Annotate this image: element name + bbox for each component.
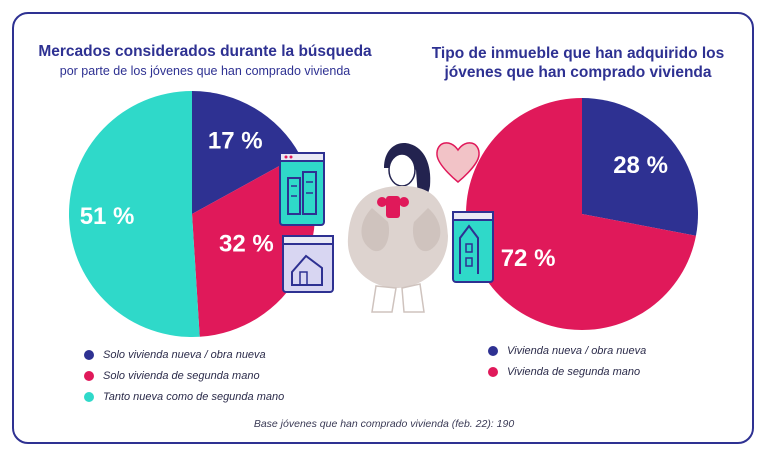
left-legend-swatch — [84, 349, 94, 360]
right-chart-title-line-2: jóvenes que han comprado vivienda — [444, 64, 712, 81]
left-legend-label: Solo vivienda nueva / obra nueva — [103, 348, 266, 361]
left-legend-item: Solo vivienda de segunda mano — [84, 365, 284, 386]
left-legend-swatch — [84, 370, 94, 381]
right-legend-label: Vivienda nueva / obra nueva — [507, 344, 647, 357]
right-pie-slice-label-0: 28 % — [613, 152, 668, 179]
right-legend-item: Vivienda de segunda mano — [488, 361, 646, 382]
illustration-woman-with-phone — [279, 142, 494, 313]
left-pie-slice-2 — [68, 91, 200, 338]
right-pie-slice-0 — [582, 98, 698, 236]
heart-icon — [436, 142, 480, 183]
right-pie-slice-label-1: 72 % — [501, 245, 556, 272]
house-window-illustration — [282, 235, 334, 293]
footnote: Base jóvenes que han comprado vivienda (… — [253, 418, 515, 430]
left-legend-item: Tanto nueva como de segunda mano — [84, 386, 284, 407]
left-legend-swatch — [84, 391, 94, 402]
left-pie-slice-label-0: 17 % — [208, 127, 263, 154]
left-chart-subtitle: por parte de los jóvenes que han comprad… — [59, 64, 351, 78]
left-chart-legend: Solo vivienda nueva / obra nueva Solo viv… — [84, 344, 284, 407]
left-legend-label: Tanto nueva como de segunda mano — [103, 390, 285, 403]
right-legend-swatch — [488, 366, 498, 377]
building-window-illustration — [279, 152, 325, 226]
right-pie-slice-1 — [465, 98, 696, 330]
card-frame — [12, 12, 754, 444]
left-pie-chart: 17 % 32 % 51 % — [68, 91, 315, 338]
left-legend-label: Solo vivienda de segunda mano — [103, 369, 260, 382]
left-pie-slice-label-2: 51 % — [80, 203, 135, 230]
left-pie-slice-label-1: 32 % — [219, 230, 274, 257]
left-legend-item: Solo vivienda nueva / obra nueva — [84, 344, 284, 365]
left-pie-slice-0 — [192, 91, 300, 214]
right-legend-label: Vivienda de segunda mano — [507, 365, 641, 378]
right-chart-legend: Vivienda nueva / obra nueva Vivienda de s… — [488, 340, 646, 382]
right-legend-swatch — [488, 345, 498, 356]
right-chart-title-line-1: Tipo de inmueble que han adquirido los — [431, 45, 725, 62]
right-pie-chart: 28 % 72 % — [465, 98, 698, 330]
tower-window-illustration — [452, 211, 494, 283]
right-chart-title: Tipo de inmueble que han adquirido los j… — [388, 44, 768, 82]
left-chart-title: Mercados considerados durante la búsqued… — [38, 43, 372, 60]
right-legend-item: Vivienda nueva / obra nueva — [488, 340, 646, 361]
